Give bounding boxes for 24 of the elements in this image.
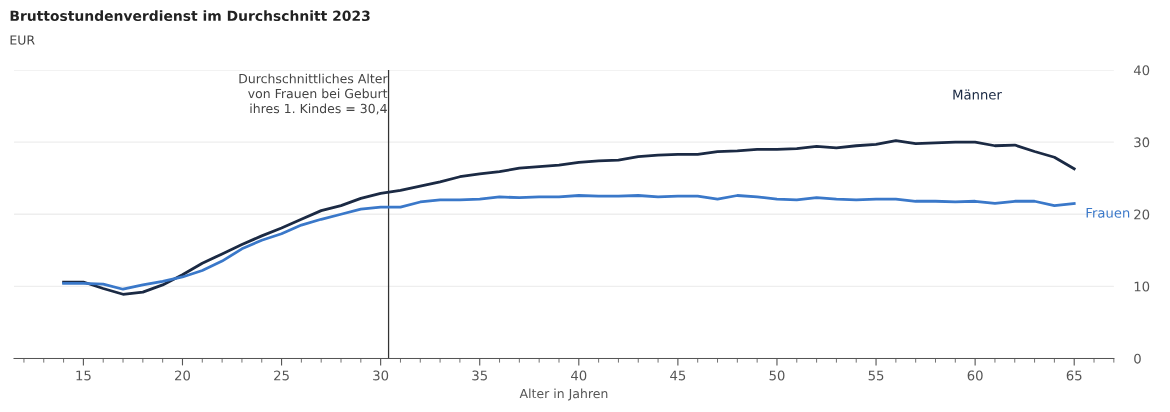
x-axis-title: Alter in Jahren <box>519 388 608 401</box>
y-tick-label: 20 <box>1134 209 1150 220</box>
x-tick-label: 20 <box>175 370 190 381</box>
x-tick-label: 65 <box>1066 370 1082 381</box>
x-tick-label: 55 <box>868 370 884 381</box>
line-series <box>62 194 1076 291</box>
y-tick-label: 0 <box>1134 353 1141 364</box>
x-tick-label: 60 <box>967 370 983 381</box>
x-tick-label: 45 <box>670 370 686 381</box>
line-series <box>62 139 1076 296</box>
y-tick-label: 40 <box>1133 65 1150 76</box>
series-label: Frauen <box>1086 208 1130 218</box>
x-tick-label: 30 <box>373 370 389 381</box>
ref-line-label: Durchschnittliches Alter von Frauen bei Geburt ihres 1. Kindes = 30,4 <box>239 73 388 115</box>
text: Männer <box>953 89 1002 100</box>
x-tick-label: 35 <box>472 370 487 381</box>
x-tick-label: 15 <box>76 370 91 381</box>
y-tick-label: 30 <box>1134 137 1150 148</box>
x-tick-label: 40 <box>571 370 587 381</box>
chart-subtitle: EUR <box>10 35 35 45</box>
x-tick-label: 25 <box>274 370 289 381</box>
chart-title: Bruttostundenverdienst im Durchschnitt 2023 <box>10 10 370 22</box>
y-tick-label: 10 <box>1134 281 1150 292</box>
x-tick-label: 50 <box>769 370 785 381</box>
